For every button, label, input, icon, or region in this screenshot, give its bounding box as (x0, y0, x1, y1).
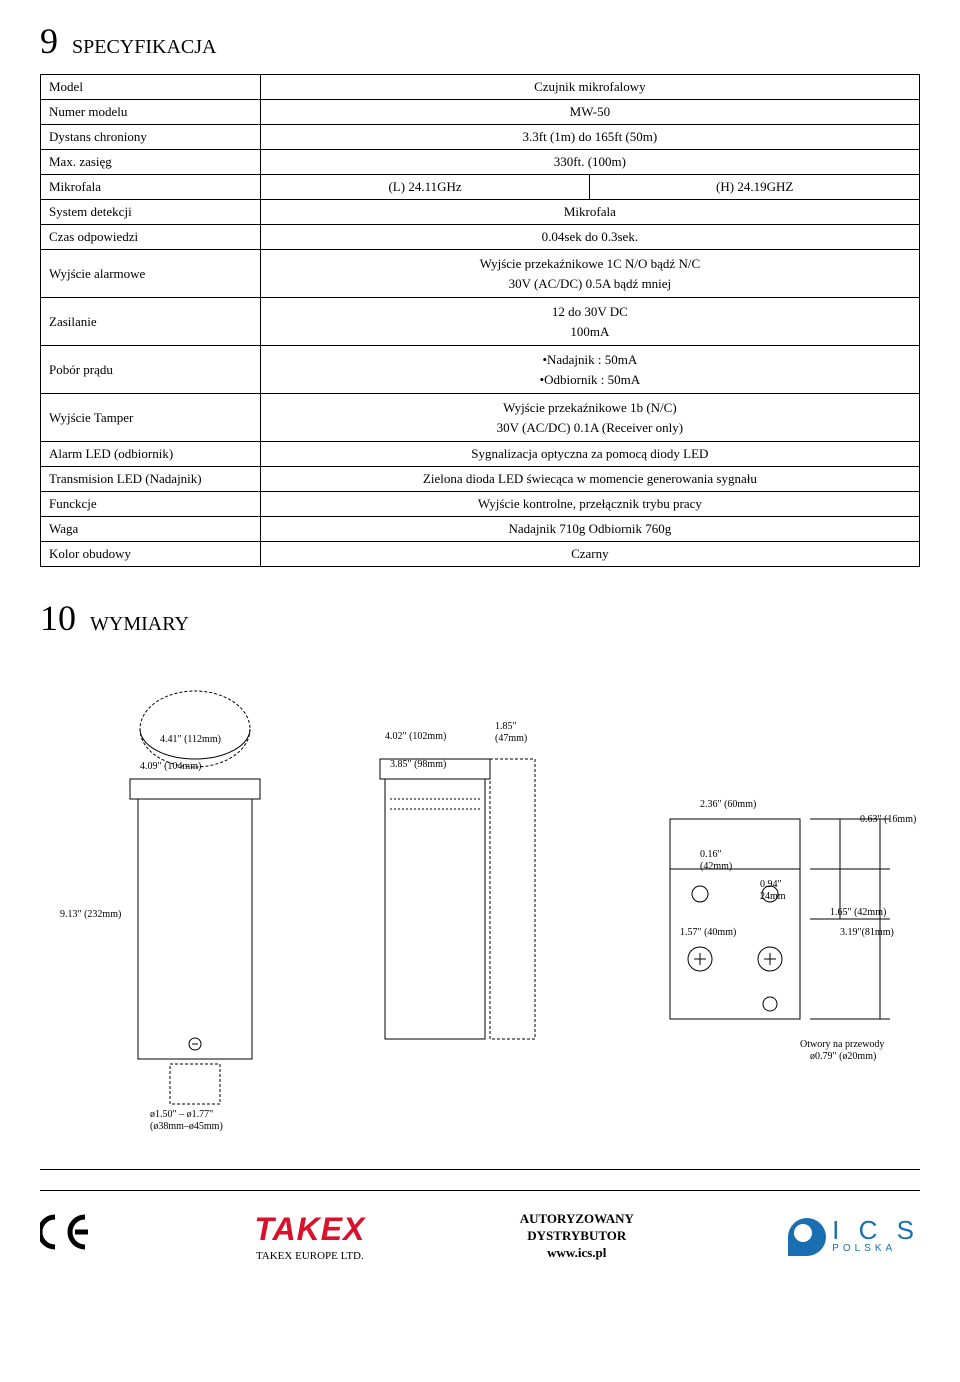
row-model-value: Czujnik mikrofalowy (260, 75, 919, 100)
dim-d2: 4.09" (104mm) (140, 761, 201, 772)
row-alarmout-value: Wyjście przekaźnikowe 1C N/O bądź N/C 30… (260, 250, 919, 298)
dim-d3: 9.13" (232mm) (60, 909, 121, 920)
dim-header: 10 WYMIARY (40, 597, 920, 639)
row-resp-label: Czas odpowiedzi (41, 225, 261, 250)
dim-d10b: (42mm) (700, 861, 732, 872)
dim-d7: 3.85" (98mm) (390, 759, 446, 770)
row-microwave-left: (L) 24.11GHz (260, 175, 590, 200)
row-maxrange-value: 330ft. (100m) (260, 150, 919, 175)
tamper-line2: 30V (AC/DC) 0.1A (Receiver only) (269, 418, 911, 438)
dim-d11b: 24mm (760, 891, 786, 902)
row-func-value: Wyjście kontrolne, przełącznik trybu pra… (260, 492, 919, 517)
row-txled-value: Zielona dioda LED świecąca w momencie ge… (260, 467, 919, 492)
dist-line1: AUTORYZOWANY (520, 1211, 634, 1228)
spec-section-number: 9 (40, 20, 58, 62)
current-line1: •Nadajnik : 50mA (269, 350, 911, 370)
takex-logo: TAKEX TAKEX EUROPE LTD. (254, 1211, 365, 1262)
dim-section-number: 10 (40, 597, 76, 639)
current-line2: •Odbiornik : 50mA (269, 370, 911, 390)
dim-d12: 1.65" (42mm) (830, 907, 886, 918)
alarmout-line1: Wyjście przekaźnikowe 1C N/O bądź N/C (269, 254, 911, 274)
ics-logo: I C S POLSKA (788, 1218, 920, 1256)
divider-line (40, 1169, 920, 1170)
page-footer: TAKEX TAKEX EUROPE LTD. AUTORYZOWANY DYS… (40, 1190, 920, 1262)
row-power-label: Zasilanie (41, 298, 261, 346)
row-weight-label: Waga (41, 517, 261, 542)
dim-d5: 4.02" (102mm) (385, 731, 446, 742)
ce-mark-icon (40, 1212, 100, 1262)
row-alarmout-label: Wyjście alarmowe (41, 250, 261, 298)
row-current-value: •Nadajnik : 50mA •Odbiornik : 50mA (260, 346, 919, 394)
mount-view-svg (640, 809, 900, 1069)
dim-section-title: WYMIARY (90, 613, 189, 636)
ics-text-block: I C S POLSKA (832, 1219, 920, 1253)
front-view-svg (120, 689, 270, 1129)
spec-table: Model Czujnik mikrofalowy Numer modelu M… (40, 74, 920, 567)
dim-d4: ø1.50" – ø1.77" (150, 1109, 213, 1120)
row-func-label: Funckcje (41, 492, 261, 517)
row-color-label: Kolor obudowy (41, 542, 261, 567)
row-detect-label: System detekcji (41, 200, 261, 225)
dim-d13: 1.57" (40mm) (680, 927, 736, 938)
dim-d9: 0.63" (16mm) (860, 814, 916, 825)
dist-line2: DYSTRYBUTOR (520, 1228, 634, 1245)
row-partno-label: Numer modelu (41, 100, 261, 125)
row-resp-value: 0.04sek do 0.3sek. (260, 225, 919, 250)
tamper-line1: Wyjście przekaźnikowe 1b (N/C) (269, 398, 911, 418)
dim-d10: 0.16" (700, 849, 722, 860)
row-txled-label: Transmision LED (Nadajnik) (41, 467, 261, 492)
power-line1: 12 do 30V DC (269, 302, 911, 322)
row-microwave-right: (H) 24.19GHZ (590, 175, 920, 200)
dim-d16: ø0.79" (ø20mm) (810, 1051, 876, 1062)
row-power-value: 12 do 30V DC 100mA (260, 298, 919, 346)
distributor-block: AUTORYZOWANY DYSTRYBUTOR www.ics.pl (520, 1211, 634, 1262)
dim-d4b: (ø38mm–ø45mm) (150, 1121, 223, 1132)
row-current-label: Pobór prądu (41, 346, 261, 394)
row-microwave-label: Mikrofala (41, 175, 261, 200)
dim-d14: 3.19"(81mm) (840, 927, 894, 938)
row-detect-value: Mikrofala (260, 200, 919, 225)
dim-d6: 1.85" (495, 721, 517, 732)
row-color-value: Czarny (260, 542, 919, 567)
spec-section-title: SPECYFIKACJA (72, 36, 216, 59)
row-alarmled-label: Alarm LED (odbiornik) (41, 442, 261, 467)
ics-circle-icon (788, 1218, 826, 1256)
takex-text: TAKEX (254, 1211, 365, 1248)
dim-d1: 4.41" (112mm) (160, 734, 221, 745)
side-view-svg (370, 749, 550, 1069)
row-model-label: Model (41, 75, 261, 100)
row-partno-value: MW-50 (260, 100, 919, 125)
spec-header: 9 SPECYFIKACJA (40, 20, 920, 62)
dim-d6b: (47mm) (495, 733, 527, 744)
dim-d15: Otwory na przewody (800, 1039, 884, 1050)
dim-d8: 2.36" (60mm) (700, 799, 756, 810)
dimensions-diagram: 4.41" (112mm) 4.09" (104mm) 9.13" (232mm… (40, 659, 920, 1159)
row-tamper-label: Wyjście Tamper (41, 394, 261, 442)
row-weight-value: Nadajnik 710g Odbiornik 760g (260, 517, 919, 542)
power-line2: 100mA (269, 322, 911, 342)
dist-line3: www.ics.pl (520, 1245, 634, 1262)
row-alarmled-value: Sygnalizacja optyczna za pomocą diody LE… (260, 442, 919, 467)
row-tamper-value: Wyjście przekaźnikowe 1b (N/C) 30V (AC/D… (260, 394, 919, 442)
takex-subtext: TAKEX EUROPE LTD. (254, 1250, 365, 1262)
row-range-label: Dystans chroniony (41, 125, 261, 150)
dim-d11: 0.94" (760, 879, 782, 890)
row-maxrange-label: Max. zasięg (41, 150, 261, 175)
alarmout-line2: 30V (AC/DC) 0.5A bądź mniej (269, 274, 911, 294)
row-range-value: 3.3ft (1m) do 165ft (50m) (260, 125, 919, 150)
ics-big: I C S (832, 1219, 920, 1242)
